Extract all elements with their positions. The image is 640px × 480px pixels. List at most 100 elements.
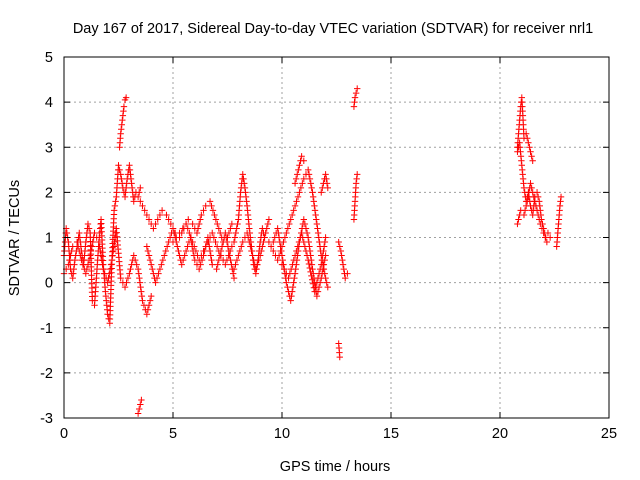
data-point bbox=[308, 272, 315, 280]
data-point bbox=[557, 198, 564, 205]
data-point bbox=[298, 229, 305, 237]
data-point bbox=[246, 225, 253, 232]
data-point bbox=[312, 211, 319, 219]
data-point bbox=[537, 220, 544, 228]
data-point bbox=[97, 247, 104, 255]
data-point bbox=[122, 184, 130, 192]
data-point bbox=[71, 261, 78, 268]
data-point bbox=[173, 234, 180, 241]
data-point bbox=[335, 238, 342, 246]
data-point bbox=[93, 234, 100, 241]
data-point bbox=[138, 288, 145, 295]
data-point bbox=[339, 256, 346, 264]
data-point bbox=[232, 261, 239, 268]
data-point bbox=[130, 252, 137, 259]
data-point bbox=[78, 256, 85, 264]
data-point bbox=[115, 162, 122, 169]
data-point bbox=[122, 94, 130, 101]
y-tick-label: 4 bbox=[45, 95, 53, 111]
data-point bbox=[247, 243, 254, 250]
data-point bbox=[69, 243, 76, 250]
data-point bbox=[189, 220, 196, 228]
data-point bbox=[111, 238, 118, 246]
y-tick-label: -1 bbox=[40, 321, 53, 337]
data-point bbox=[529, 157, 536, 164]
data-point bbox=[303, 229, 311, 237]
data-point bbox=[297, 184, 305, 192]
data-point bbox=[139, 297, 146, 304]
data-point bbox=[306, 175, 314, 183]
data-point bbox=[316, 238, 323, 246]
data-point bbox=[65, 261, 72, 268]
data-point bbox=[243, 198, 250, 205]
data-point bbox=[299, 234, 306, 241]
data-point bbox=[283, 279, 290, 286]
data-point bbox=[540, 229, 547, 237]
data-point bbox=[311, 288, 318, 295]
data-point bbox=[133, 261, 140, 268]
data-point bbox=[182, 247, 190, 255]
data-point bbox=[127, 171, 134, 178]
data-point bbox=[309, 193, 317, 201]
data-point bbox=[127, 265, 134, 273]
data-point bbox=[122, 189, 129, 196]
data-point bbox=[336, 243, 343, 250]
data-point bbox=[309, 280, 317, 287]
data-point bbox=[234, 220, 241, 228]
data-point bbox=[296, 162, 303, 169]
data-point bbox=[119, 116, 126, 124]
data-point bbox=[144, 306, 152, 313]
data-point bbox=[243, 229, 251, 237]
data-point bbox=[198, 211, 205, 219]
data-point bbox=[313, 279, 321, 286]
data-point bbox=[134, 410, 142, 417]
data-point bbox=[352, 180, 360, 187]
data-point bbox=[315, 270, 323, 277]
data-point bbox=[135, 270, 142, 277]
data-point bbox=[134, 265, 142, 273]
data-point bbox=[245, 234, 252, 241]
chart-title: Day 167 of 2017, Sidereal Day-to-day VTE… bbox=[73, 21, 593, 37]
data-point bbox=[146, 256, 154, 264]
data-point bbox=[300, 238, 307, 246]
data-point bbox=[158, 261, 165, 268]
data-point bbox=[152, 279, 159, 286]
data-point bbox=[145, 252, 153, 259]
data-point bbox=[354, 171, 361, 178]
y-tick-label: -3 bbox=[40, 411, 53, 427]
data-point bbox=[208, 202, 215, 210]
data-point bbox=[287, 265, 295, 273]
data-point bbox=[288, 211, 296, 219]
data-point bbox=[324, 184, 331, 192]
data-point bbox=[303, 252, 311, 259]
data-point bbox=[249, 252, 256, 259]
data-point bbox=[70, 265, 78, 273]
x-tick-label: 20 bbox=[492, 426, 508, 442]
data-point bbox=[281, 234, 289, 241]
data-point bbox=[301, 220, 309, 228]
data-point bbox=[308, 184, 315, 192]
data-point bbox=[146, 297, 154, 304]
data-point bbox=[74, 243, 82, 250]
data-point bbox=[136, 279, 144, 286]
data-point bbox=[302, 247, 310, 255]
data-point bbox=[100, 265, 107, 273]
data-point bbox=[314, 274, 322, 282]
data-point bbox=[95, 238, 103, 246]
data-point bbox=[222, 261, 229, 268]
data-point bbox=[82, 238, 89, 246]
data-point bbox=[312, 283, 319, 291]
data-point bbox=[521, 207, 529, 214]
data-point bbox=[117, 171, 124, 178]
data-point bbox=[215, 225, 222, 232]
data-point bbox=[117, 274, 124, 282]
data-point bbox=[118, 126, 125, 133]
data-point bbox=[88, 243, 96, 250]
data-point bbox=[195, 265, 203, 273]
data-point bbox=[520, 184, 528, 192]
data-point bbox=[213, 265, 220, 273]
data-point bbox=[76, 247, 83, 255]
data-point bbox=[520, 211, 528, 219]
data-point bbox=[278, 252, 286, 259]
